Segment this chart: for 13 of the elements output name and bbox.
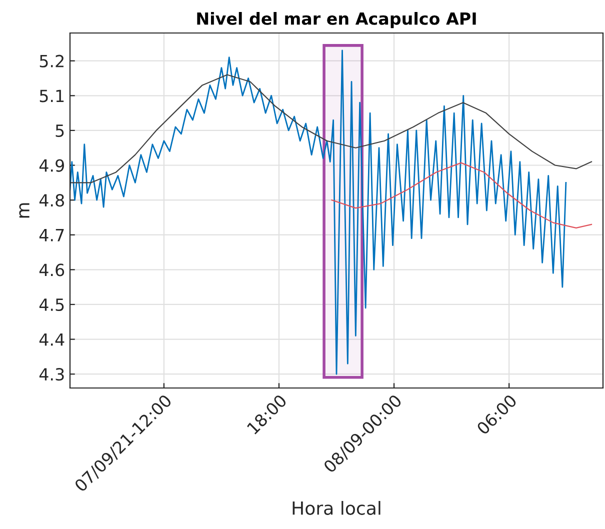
y-axis-title: m [19, 203, 30, 218]
y-tick-label: 4.9 [39, 159, 64, 172]
x-axis-title: Hora local [292, 500, 380, 515]
chart-title: Nivel del mar en Acapulco API [197, 12, 476, 28]
y-tick-label: 4.5 [39, 298, 64, 312]
y-tick-label: 5.1 [40, 90, 64, 102]
y-tick-label: 4.3 [39, 368, 64, 381]
y-tick-label: 5 [56, 124, 64, 138]
y-tick-label: 4.7 [39, 229, 64, 242]
y-tick-label: 4.6 [39, 264, 64, 276]
y-tick-label: 5.2 [40, 54, 64, 68]
y-tick-label: 4.8 [39, 194, 64, 207]
y-tick-label: 4.4 [39, 333, 64, 346]
